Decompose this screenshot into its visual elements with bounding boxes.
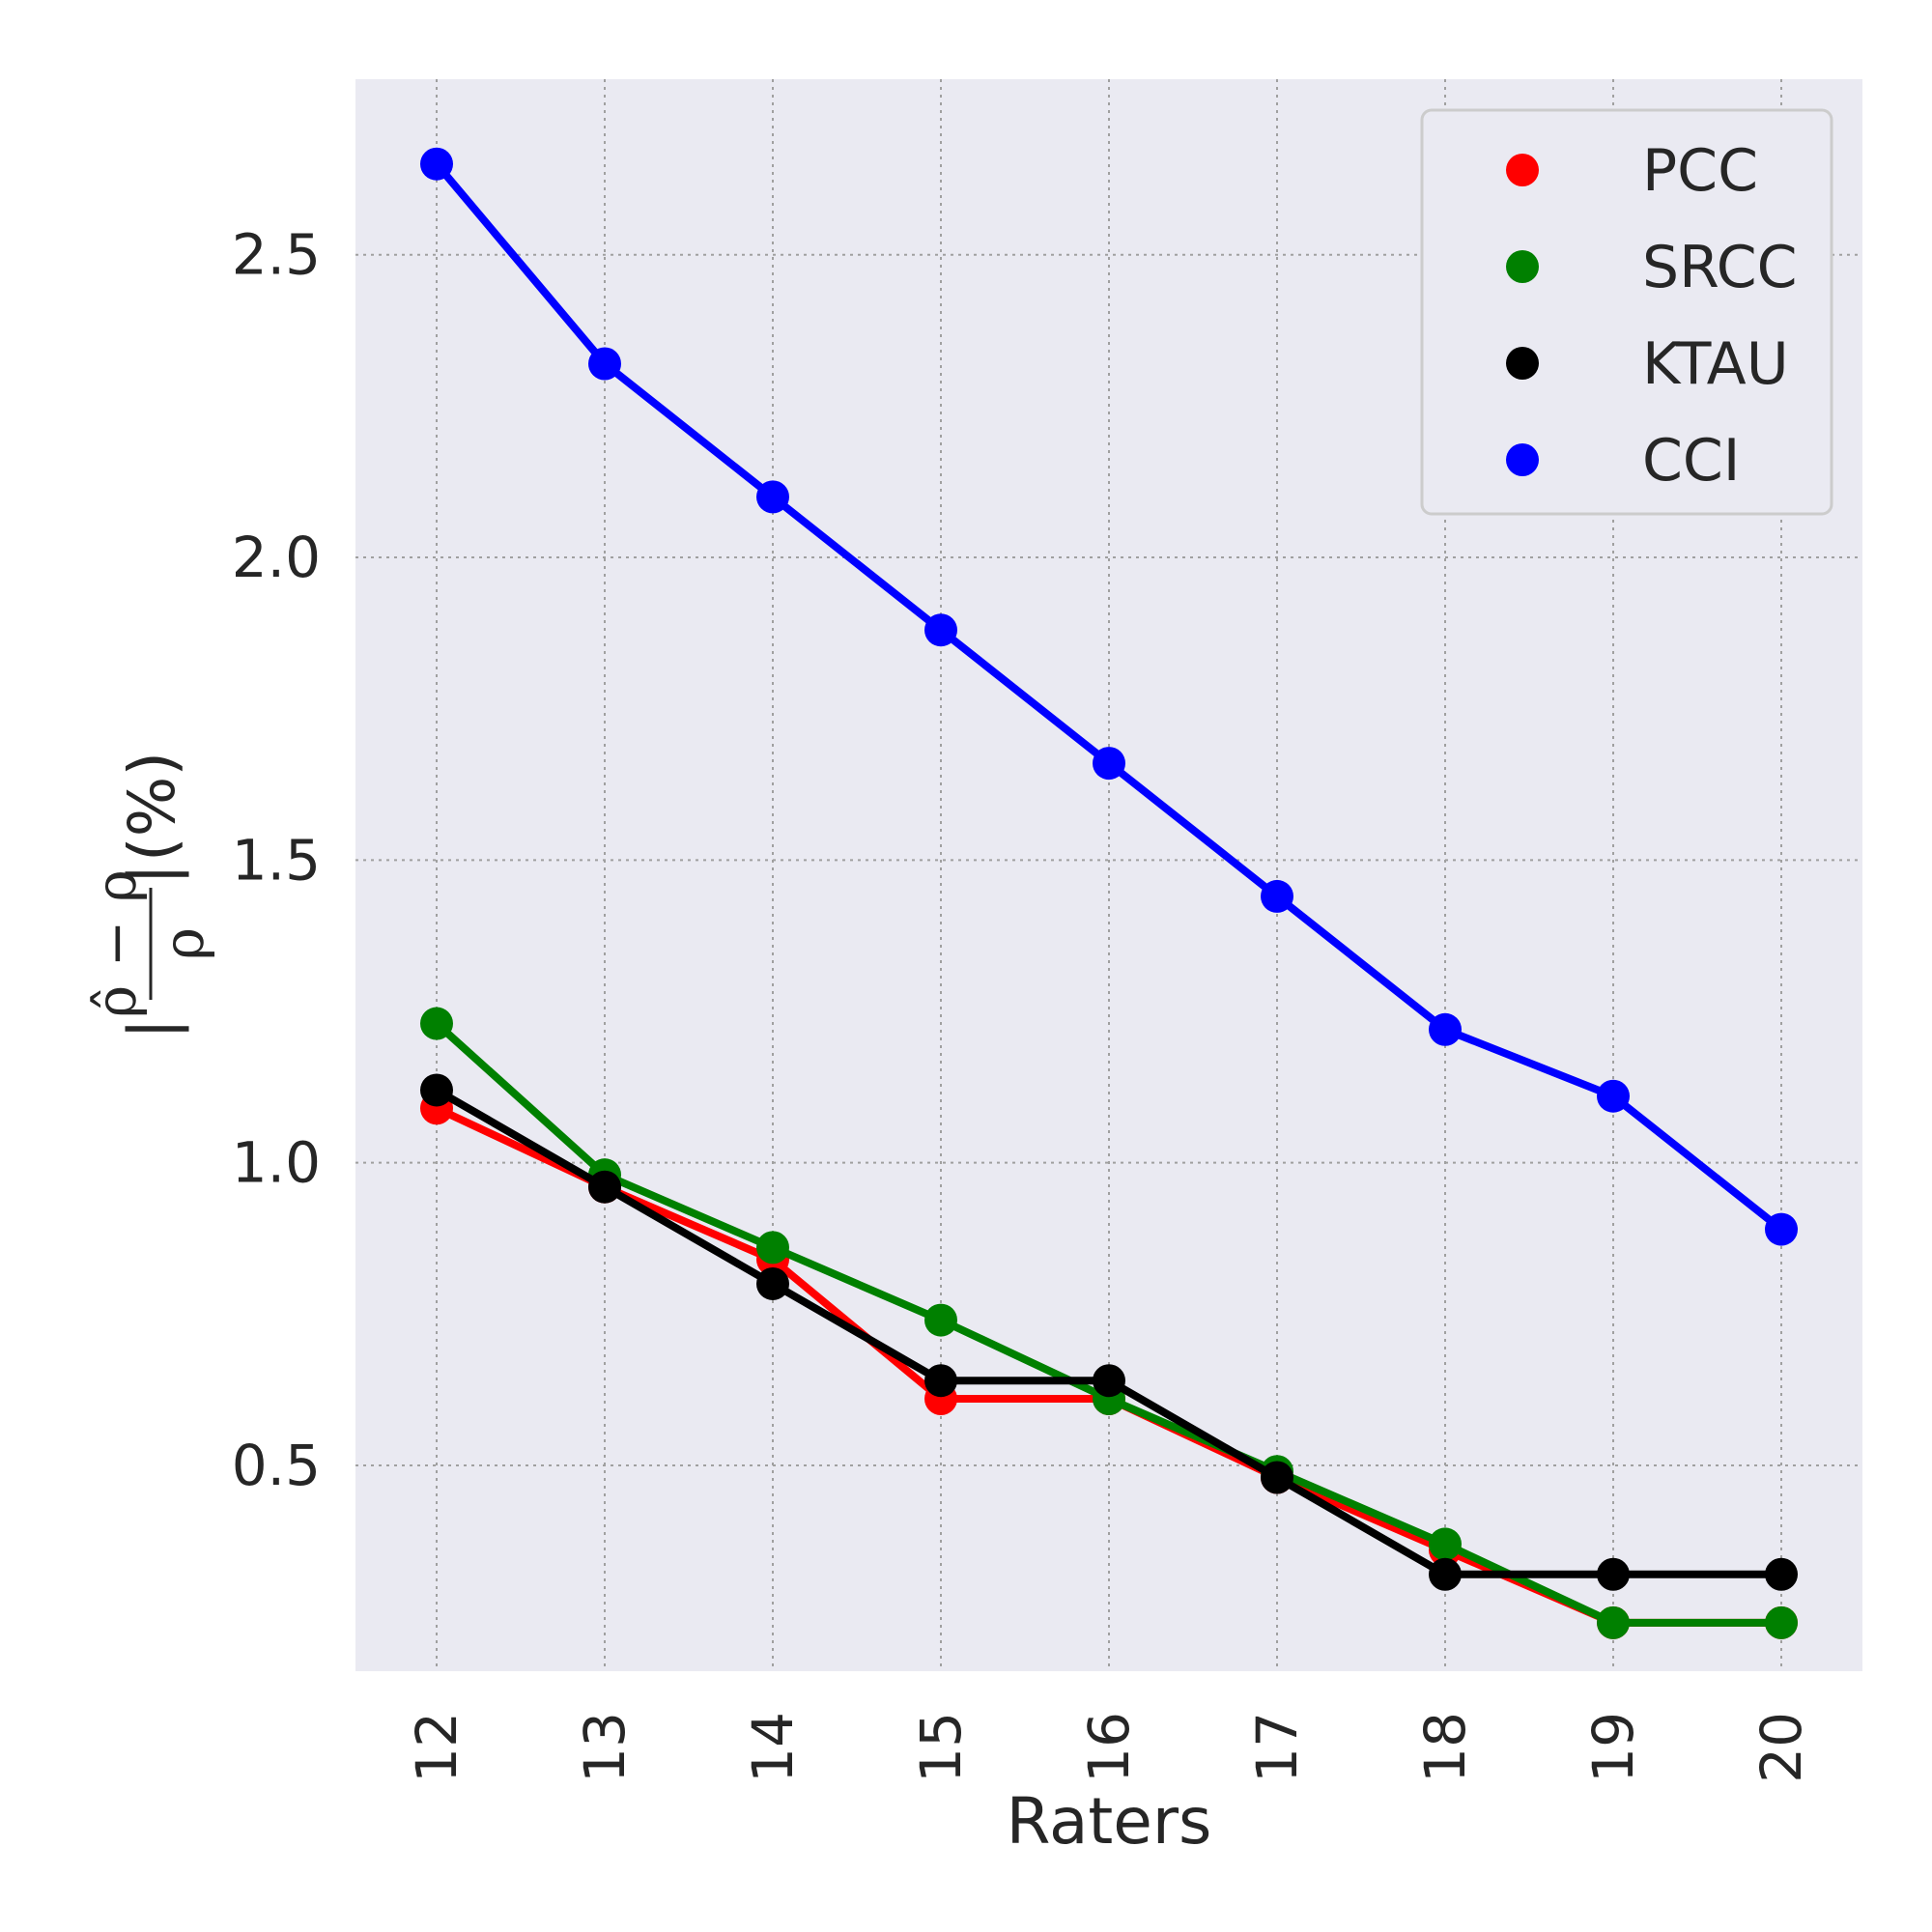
y-axis-ticks: 0.5 1.0 1.5 2.0 2.5 [232, 222, 321, 1498]
data-point-cci [1429, 1012, 1462, 1046]
x-tick-label: 12 [404, 1712, 469, 1783]
x-tick-label: 20 [1748, 1712, 1814, 1783]
series-layer [420, 147, 1798, 1639]
data-point-srcc [924, 1303, 957, 1337]
y-axis-title-unit: (%) [115, 752, 189, 862]
x-axis-title: Raters [1007, 1784, 1212, 1859]
data-point-ktau [1093, 1364, 1125, 1398]
data-point-srcc [1597, 1605, 1630, 1639]
data-point-srcc [756, 1231, 789, 1264]
legend-marker-cci [1506, 443, 1539, 476]
y-axis-title-numerator: ρ̂ − ρ [83, 869, 149, 1018]
y-axis-title-denominator: ρ [151, 927, 216, 960]
legend-marker-ktau [1506, 347, 1539, 380]
data-point-ktau [420, 1073, 453, 1107]
y-axis-title-bar-right: | [115, 864, 189, 885]
y-tick-label: 0.5 [232, 1433, 321, 1498]
data-point-srcc [1765, 1605, 1798, 1639]
data-point-cci [1093, 747, 1125, 781]
legend-label-cci: CCI [1642, 427, 1740, 495]
data-point-ktau [924, 1364, 957, 1398]
data-point-ktau [1765, 1557, 1798, 1591]
data-point-ktau [588, 1170, 621, 1204]
data-point-ktau [756, 1266, 789, 1300]
x-tick-label: 14 [740, 1712, 806, 1783]
legend-label-ktau: KTAU [1642, 330, 1789, 398]
x-tick-label: 16 [1076, 1712, 1142, 1783]
x-tick-label: 15 [908, 1712, 974, 1783]
legend-marker-pcc [1506, 154, 1539, 186]
x-tick-label: 17 [1244, 1712, 1310, 1783]
y-tick-label: 1.5 [232, 827, 321, 893]
data-point-cci [1261, 879, 1293, 913]
data-point-ktau [1597, 1557, 1630, 1591]
x-tick-label: 18 [1412, 1712, 1478, 1783]
data-point-cci [924, 613, 957, 647]
data-point-ktau [1261, 1461, 1293, 1494]
x-tick-label: 13 [572, 1712, 638, 1783]
data-point-ktau [1429, 1557, 1462, 1591]
legend-label-pcc: PCC [1642, 137, 1758, 205]
y-axis-title-bar-left: | [115, 1018, 189, 1039]
data-point-cci [1597, 1079, 1630, 1113]
y-tick-label: 1.0 [232, 1130, 321, 1196]
y-axis-title: | ρ̂ − ρ ρ | (%) [83, 752, 216, 1039]
x-tick-label: 19 [1580, 1712, 1646, 1783]
data-point-cci [1765, 1212, 1798, 1246]
data-point-srcc [420, 1007, 453, 1040]
series-cci [420, 147, 1798, 1246]
legend: PCC SRCC KTAU CCI [1420, 108, 1833, 516]
series-ktau [420, 1073, 1798, 1591]
legend-box [1420, 108, 1833, 516]
data-point-srcc [1429, 1527, 1462, 1561]
data-point-cci [756, 480, 789, 514]
legend-marker-srcc [1506, 250, 1539, 283]
y-tick-label: 2.5 [232, 222, 321, 288]
data-point-cci [588, 347, 621, 381]
x-axis-ticks: 12 13 14 15 16 17 18 19 20 [404, 1712, 1814, 1783]
data-point-cci [420, 147, 453, 181]
legend-items: PCC SRCC KTAU CCI [1506, 137, 1798, 495]
y-tick-label: 2.0 [232, 525, 321, 590]
legend-label-srcc: SRCC [1642, 234, 1798, 301]
